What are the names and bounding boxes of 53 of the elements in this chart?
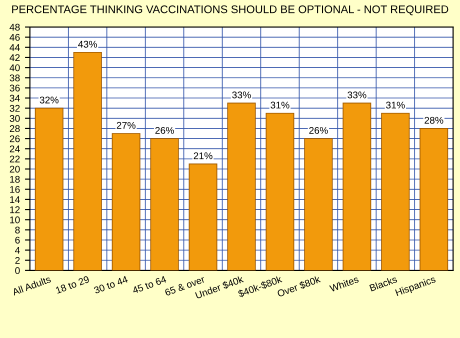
y-tick-label: 36 bbox=[10, 84, 20, 92]
data-label: 33% bbox=[232, 92, 251, 98]
y-tick-label: 16 bbox=[10, 186, 20, 193]
bar bbox=[112, 133, 140, 270]
bar bbox=[188, 164, 218, 270]
bar bbox=[304, 138, 333, 270]
data-label: 26% bbox=[155, 126, 174, 134]
y-tick-label: 34 bbox=[10, 94, 20, 102]
data-label: 32% bbox=[40, 96, 59, 104]
y-tick-label: 28 bbox=[10, 125, 20, 132]
x-tick-label: All Adults bbox=[12, 275, 52, 296]
y-tick-label: 14 bbox=[10, 196, 20, 203]
x-tick-label: Blacks bbox=[369, 275, 398, 292]
chart-title: PERCENTAGE THINKING VACCINATIONS SHOULD BE OPTIONAL - NOT REQUIRED bbox=[12, 5, 448, 16]
y-tick-label: 6 bbox=[15, 236, 20, 244]
y-tick-label: 4 bbox=[14, 246, 20, 254]
bar bbox=[381, 112, 410, 270]
bar bbox=[420, 128, 448, 270]
y-tick-label: 30 bbox=[10, 115, 20, 122]
bar bbox=[342, 102, 372, 270]
data-label: 33% bbox=[348, 92, 366, 98]
data-label: 31% bbox=[386, 102, 405, 109]
data-label: 31% bbox=[270, 102, 290, 109]
bar bbox=[150, 138, 179, 270]
x-tick-label: Whites bbox=[329, 275, 360, 292]
y-tick-label: 0 bbox=[15, 267, 20, 274]
data-label: 28% bbox=[424, 116, 444, 124]
y-tick-label: 44 bbox=[10, 44, 20, 51]
y-tick-label: 22 bbox=[10, 156, 20, 162]
data-label: 43% bbox=[78, 40, 97, 48]
y-tick-label: 18 bbox=[10, 176, 20, 183]
x-tick-label: 18 to 29 bbox=[55, 276, 90, 294]
bar bbox=[73, 52, 102, 270]
data-label: 27% bbox=[116, 122, 136, 129]
bar bbox=[34, 108, 64, 270]
bar bbox=[227, 102, 256, 270]
data-label: 26% bbox=[309, 126, 328, 134]
y-tick-label: 32 bbox=[10, 104, 20, 112]
y-tick-label: 26 bbox=[10, 135, 20, 142]
x-tick-label: 30 to 44 bbox=[94, 276, 128, 294]
y-tick-label: 8 bbox=[15, 226, 20, 234]
y-tick-label: 40 bbox=[10, 64, 20, 72]
y-tick-label: 10 bbox=[10, 216, 20, 224]
bar bbox=[266, 112, 294, 270]
y-tick-label: 20 bbox=[10, 166, 20, 173]
y-tick-label: 24 bbox=[10, 145, 20, 152]
y-tick-label: 48 bbox=[10, 24, 20, 31]
y-tick-label: 12 bbox=[10, 206, 20, 214]
y-tick-label: 46 bbox=[10, 34, 20, 41]
y-tick-label: 38 bbox=[10, 74, 20, 82]
y-tick-label: 2 bbox=[15, 256, 20, 264]
data-label: 21% bbox=[194, 152, 212, 160]
y-tick-label: 42 bbox=[10, 54, 20, 61]
